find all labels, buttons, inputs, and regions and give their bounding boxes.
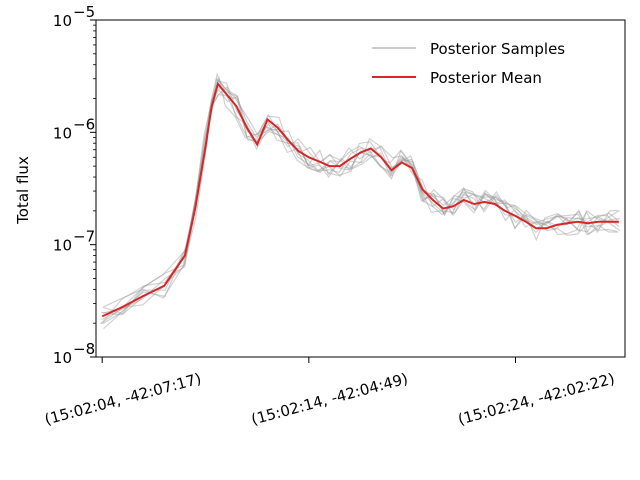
y-tick-label-exponent: −6 — [73, 115, 95, 133]
x-axis-ticks: (15:02:04, -42:07:17) (15:02:14, -42:04:4… — [43, 357, 617, 429]
posterior-sample-line — [100, 77, 620, 325]
y-axis-label: Total flux — [14, 156, 32, 225]
y-axis-ticks: 10−810−710−610−5 — [53, 3, 96, 367]
plot-frame — [95, 19, 626, 358]
y-tick-label-exponent: −7 — [73, 228, 95, 246]
posterior-sample-line — [103, 77, 621, 330]
y-tick-label-exponent: −5 — [73, 3, 95, 21]
posterior-mean-line — [101, 81, 619, 318]
y-tick-label: 10 — [53, 124, 72, 142]
posterior-sample-line — [102, 85, 620, 314]
x-tick-label: (15:02:14, -42:04:49) — [249, 369, 410, 428]
y-tick-label: 10 — [53, 349, 72, 367]
legend-mean-label: Posterior Mean — [430, 69, 542, 87]
legend-samples-label: Posterior Samples — [430, 40, 565, 58]
y-tick-label: 10 — [53, 12, 72, 30]
posterior-sample-line — [103, 72, 620, 308]
y-tick-label: 10 — [53, 237, 72, 255]
x-tick-label: (15:02:04, -42:07:17) — [43, 369, 204, 428]
y-tick-label-exponent: −8 — [73, 340, 95, 358]
posterior-sample-line — [102, 76, 621, 325]
x-tick-label: (15:02:24, -42:02:22) — [456, 369, 617, 428]
plot-area — [96, 20, 625, 357]
posterior-sample-line — [100, 93, 619, 316]
legend: Posterior Samples Posterior Mean — [372, 40, 565, 87]
posterior-sample-line — [101, 88, 618, 321]
